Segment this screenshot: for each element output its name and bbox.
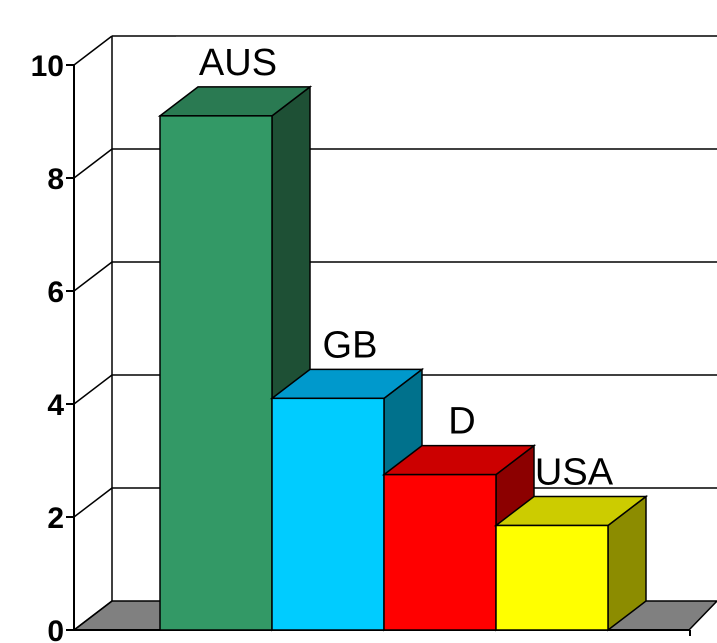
bar-usa: [493, 494, 649, 632]
bars-layer: [157, 85, 649, 632]
y-tick-label: 10: [31, 50, 64, 83]
y-tick-label: 0: [47, 615, 64, 643]
bar-label-gb: GB: [323, 324, 378, 366]
side-wall-gridline: [73, 374, 113, 405]
bar-front-face: [383, 473, 497, 631]
side-wall-gridline: [73, 600, 113, 631]
y-tick-label: 2: [47, 502, 64, 535]
bar-front-face: [495, 524, 609, 631]
bar-label-d: D: [448, 401, 475, 443]
side-wall-gridline: [73, 487, 113, 518]
bar-label-aus: AUS: [199, 42, 277, 84]
y-tick-label: 6: [47, 276, 64, 309]
bar-aus: [157, 85, 313, 632]
bar-front-face: [159, 115, 273, 631]
side-wall-gridline: [73, 261, 113, 292]
side-wall-gridline: [73, 148, 113, 179]
labels-layer: AUS GB D USA: [176, 36, 614, 493]
bar-label-usa: USA: [535, 451, 614, 493]
y-tick-label: 8: [47, 163, 64, 196]
side-wall-gridline: [73, 35, 113, 66]
bar-label-backing: [176, 36, 300, 83]
bar-front-face: [271, 397, 385, 631]
y-tick-label: 4: [47, 389, 64, 422]
